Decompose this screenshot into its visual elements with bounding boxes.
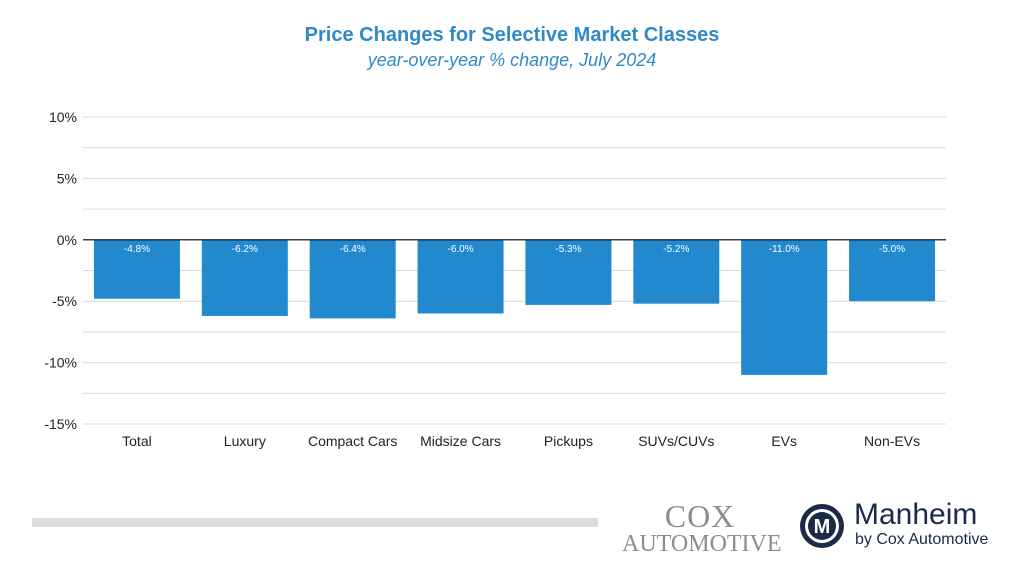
bar bbox=[93, 239, 180, 299]
manheim-emblem-icon: M bbox=[800, 504, 844, 548]
bar bbox=[633, 239, 720, 304]
cox-automotive-logo: COX AUTOMOTIVE bbox=[622, 498, 782, 557]
data-label: -5.0% bbox=[879, 244, 905, 255]
y-tick-label: -10% bbox=[44, 355, 77, 371]
x-tick-label: Midsize Cars bbox=[420, 433, 501, 449]
manheim-logo: M Manheim by Cox Automotive bbox=[798, 498, 1008, 552]
bar bbox=[525, 239, 612, 305]
bar bbox=[849, 239, 936, 302]
bar-chart: 10% 5% 0% -5% -10% -15% -4.8% Total -6.2% Luxury -… bbox=[44, 109, 946, 449]
manheim-tagline: by Cox Automotive bbox=[855, 531, 989, 548]
data-label: -4.8% bbox=[124, 244, 150, 255]
data-label: -5.3% bbox=[555, 244, 581, 255]
y-tick-label: -15% bbox=[44, 416, 77, 432]
x-tick-label: Non-EVs bbox=[864, 433, 920, 449]
data-label: -6.4% bbox=[340, 244, 366, 255]
x-tick-label: Compact Cars bbox=[308, 433, 397, 449]
bar bbox=[201, 239, 288, 316]
bar bbox=[309, 239, 396, 319]
manheim-emblem-letter: M bbox=[814, 516, 831, 538]
bar bbox=[741, 239, 828, 375]
chart-title: Price Changes for Selective Market Class… bbox=[304, 24, 720, 46]
footer-divider-bar bbox=[32, 518, 598, 527]
cox-logo-top: COX bbox=[664, 498, 736, 534]
x-tick-label: Luxury bbox=[224, 433, 266, 449]
data-label: -6.0% bbox=[448, 244, 474, 255]
data-label: -6.2% bbox=[232, 244, 258, 255]
y-tick-label: 0% bbox=[57, 232, 77, 248]
x-tick-label: SUVs/CUVs bbox=[638, 433, 714, 449]
x-tick-label: EVs bbox=[771, 433, 797, 449]
manheim-name: Manheim bbox=[854, 498, 978, 531]
y-tick-label: 5% bbox=[57, 170, 77, 186]
y-tick-label: -5% bbox=[52, 293, 77, 309]
data-label: -5.2% bbox=[663, 244, 689, 255]
x-tick-label: Total bbox=[122, 433, 152, 449]
bar bbox=[417, 239, 504, 314]
chart-subtitle: year-over-year % change, July 2024 bbox=[367, 50, 657, 70]
cox-logo-bottom: AUTOMOTIVE bbox=[622, 531, 782, 557]
y-tick-label: 10% bbox=[49, 109, 77, 125]
x-tick-label: Pickups bbox=[544, 433, 593, 449]
data-label: -11.0% bbox=[769, 244, 800, 255]
